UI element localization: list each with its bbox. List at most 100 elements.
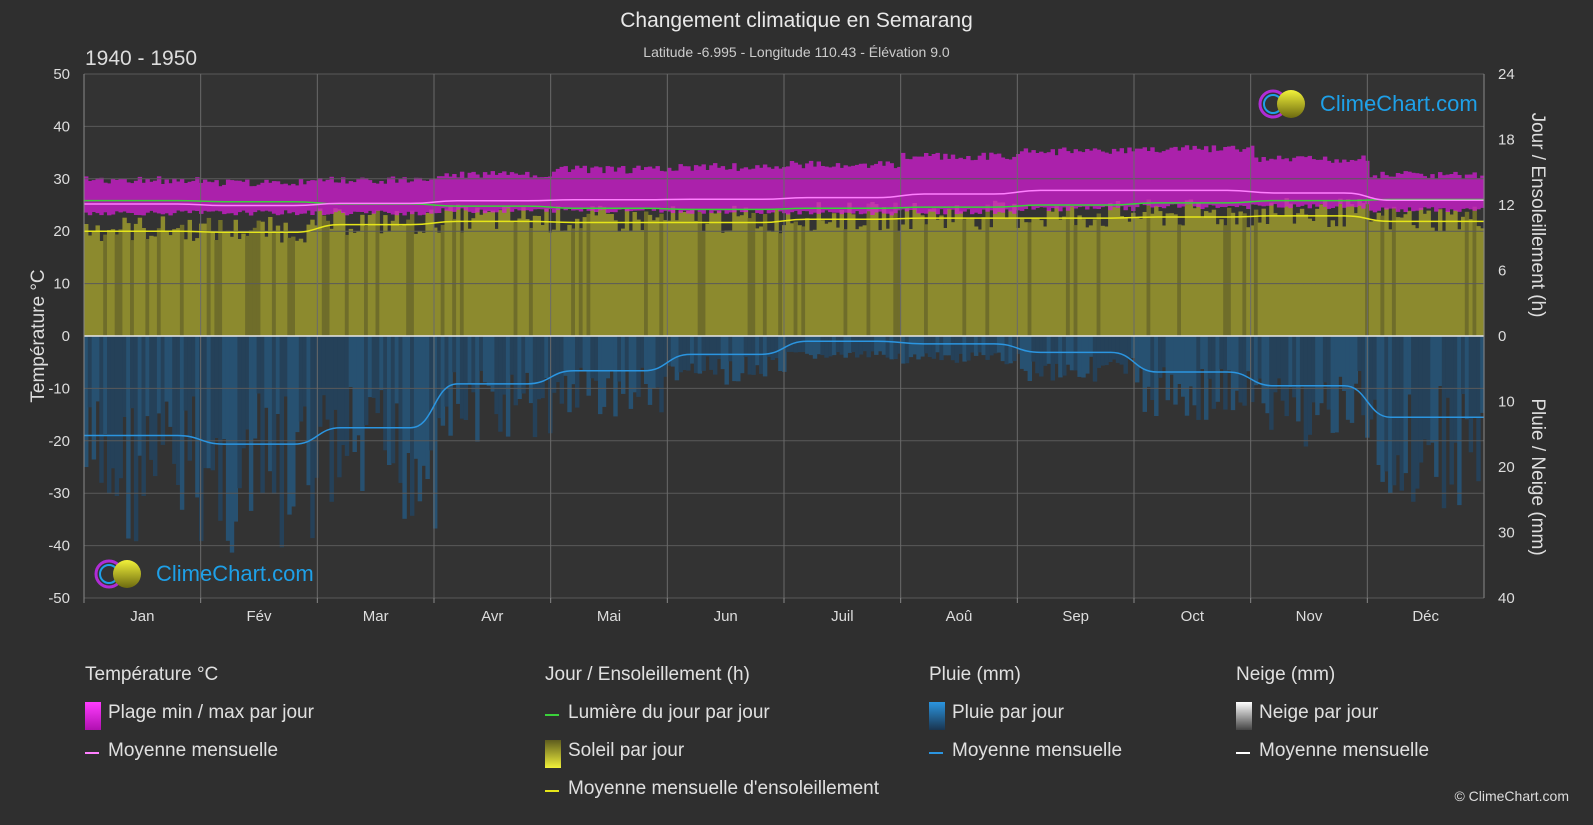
sunshine-bar xyxy=(295,240,300,336)
rain-bar xyxy=(851,336,856,353)
sunshine-bar xyxy=(1391,206,1397,336)
temp-range-bar xyxy=(149,181,154,211)
sunshine-bar xyxy=(793,221,798,336)
rain-bar xyxy=(1464,336,1470,420)
sunshine-bar xyxy=(1234,224,1240,336)
temp-range-bar xyxy=(1131,151,1136,211)
sunshine-bar xyxy=(1223,225,1228,336)
rain-bar xyxy=(95,336,100,402)
rain-bar xyxy=(1296,336,1301,422)
rain-bar xyxy=(333,336,338,410)
sunshine-bar xyxy=(425,213,430,336)
sunshine-bar xyxy=(1207,212,1213,336)
sunshine-bar xyxy=(222,232,227,336)
logo-top[interactable]: ClimeChart.com xyxy=(1258,88,1478,120)
rain-bar xyxy=(674,336,680,381)
legend-rain: Pluie (mm) Pluie par jour Moyenne mensue… xyxy=(929,664,1122,761)
temp-range-bar xyxy=(785,166,791,215)
sunshine-bar xyxy=(444,209,449,336)
temp-range-bar xyxy=(375,183,380,211)
sunshine-bar xyxy=(206,217,212,336)
swatch xyxy=(545,790,559,792)
temp-range-bar xyxy=(1418,173,1424,210)
month-label: Fév xyxy=(246,608,272,625)
sunshine-bar xyxy=(187,219,192,336)
rain-bar xyxy=(352,336,357,452)
logo-bottom[interactable]: ClimeChart.com xyxy=(94,558,314,590)
legend-label: Moyenne mensuelle d'ensoleillement xyxy=(568,778,879,799)
sunshine-bar xyxy=(1296,213,1301,336)
sunshine-bar xyxy=(1023,222,1029,336)
rain-bar xyxy=(1100,336,1105,366)
sunshine-bar xyxy=(924,224,929,336)
rain-bar xyxy=(901,336,906,364)
temp-range-bar xyxy=(878,161,883,212)
sunshine-bar xyxy=(1353,213,1358,336)
sunshine-bar xyxy=(291,236,296,336)
sunshine-bar xyxy=(168,235,173,336)
sunshine-bar xyxy=(736,216,741,336)
left-tick-label: -30 xyxy=(48,485,70,502)
rain-bar xyxy=(862,336,867,352)
temp-range-bar xyxy=(1361,155,1366,209)
sunshine-bar xyxy=(885,228,890,336)
logo-icon xyxy=(94,559,141,589)
sunshine-bar xyxy=(1303,214,1309,336)
sunshine-bar xyxy=(1123,217,1128,336)
rain-bar xyxy=(295,336,300,433)
temp-range-bar xyxy=(191,180,196,211)
temp-range-bar xyxy=(513,173,518,210)
temp-range-bar xyxy=(1288,161,1293,209)
temp-range-bar xyxy=(693,165,699,211)
rain-bar xyxy=(839,336,844,355)
swatch xyxy=(929,752,943,754)
rain-bar xyxy=(479,336,484,371)
temp-range-bar xyxy=(498,173,503,210)
temp-range-bar xyxy=(160,184,166,215)
rain-bar xyxy=(222,336,227,440)
rain-bar xyxy=(1161,336,1167,368)
left-tick-label: 20 xyxy=(53,223,70,240)
sunshine-bar xyxy=(889,211,894,336)
temp-range-bar xyxy=(724,169,729,214)
temp-range-bar xyxy=(1391,176,1397,209)
temp-range-bar xyxy=(1211,145,1217,206)
temp-range-bar xyxy=(893,168,898,214)
rain-bar xyxy=(624,336,630,370)
temp-range-bar xyxy=(337,182,342,211)
temp-range-bar xyxy=(1441,175,1447,209)
rain-bar xyxy=(1242,336,1247,406)
rain-bar xyxy=(1265,336,1270,414)
rain-bar xyxy=(709,336,714,370)
sunshine-bar xyxy=(544,208,549,336)
rain-bar xyxy=(114,336,120,496)
temp-range-bar xyxy=(1181,147,1186,207)
sunshine-bar xyxy=(87,235,93,336)
temp-range-bar xyxy=(789,161,795,213)
rain-bar xyxy=(947,336,952,356)
sunshine-bar xyxy=(594,215,599,336)
rain-bar xyxy=(1138,336,1144,368)
temp-range-bar xyxy=(601,173,607,210)
climate-chart: 50 40 30 20 10 0 -10 -20 -30 -40 -50 24 18 12 6 0 10 20 30… xyxy=(28,66,1548,625)
temp-range-bar xyxy=(1039,151,1044,208)
temp-range-bar xyxy=(950,154,956,210)
sunshine-bar xyxy=(517,218,522,336)
temp-range-bar xyxy=(364,178,369,214)
month-label: Jan xyxy=(130,608,154,625)
rain-bar xyxy=(1227,336,1232,371)
sunshine-bar xyxy=(260,221,265,336)
temp-range-bar xyxy=(398,178,403,213)
temp-range-bar xyxy=(114,179,120,212)
temp-range-bar xyxy=(644,167,649,210)
rain-bar xyxy=(459,336,465,419)
rain-bar xyxy=(636,336,641,397)
sunshine-bar xyxy=(318,208,323,336)
temp-range-bar xyxy=(482,172,488,214)
sunshine-bar xyxy=(1069,206,1075,336)
rain-bar xyxy=(1062,336,1067,376)
rain-bar xyxy=(425,336,430,479)
temp-range-bar xyxy=(812,166,818,213)
rain-bar xyxy=(133,336,139,542)
rain-bar xyxy=(160,336,166,445)
